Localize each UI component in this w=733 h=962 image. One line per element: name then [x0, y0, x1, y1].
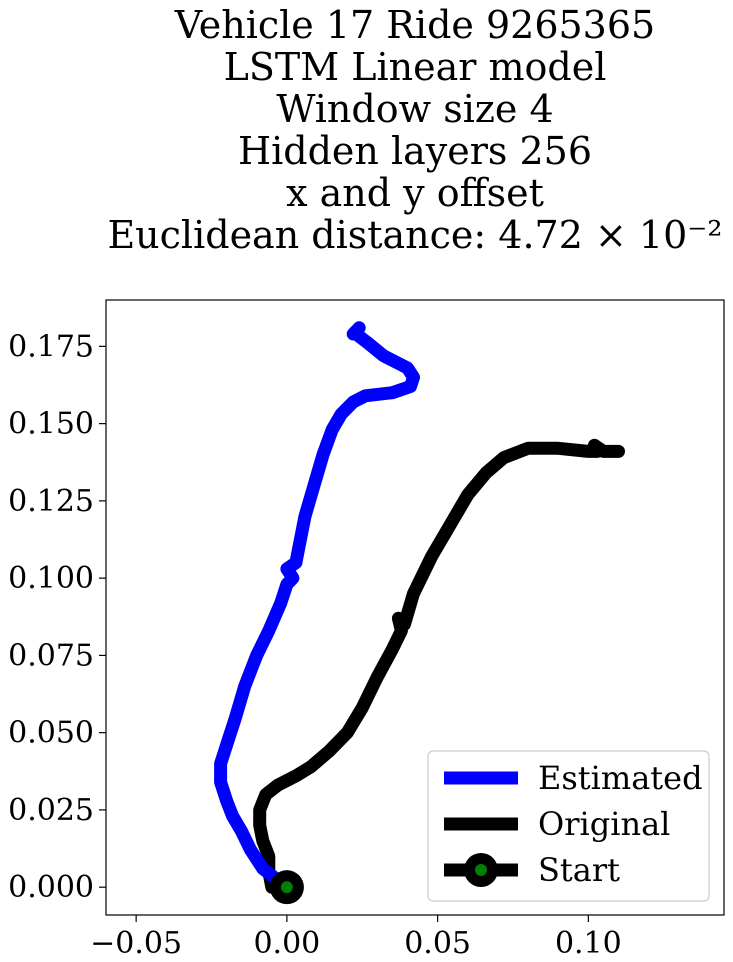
legend-label-original: Original [538, 805, 670, 843]
y-tick-label: 0.000 [8, 870, 94, 905]
x-tick-label: −0.05 [90, 926, 182, 961]
x-tick-label: 0.10 [555, 926, 622, 961]
y-tick-label: 0.050 [8, 716, 94, 751]
y-tick-label: 0.100 [8, 561, 94, 596]
y-tick-label: 0.150 [8, 407, 94, 442]
series-line-estimated [214, 321, 420, 894]
series-line-original [253, 438, 625, 894]
x-tick-label: 0.00 [253, 926, 320, 961]
title-line: Vehicle 17 Ride 9265365 [174, 3, 655, 47]
y-tick-label: 0.075 [8, 638, 94, 673]
legend-start-inner [475, 864, 487, 876]
title-line: Hidden layers 256 [238, 129, 592, 173]
title-line: LSTM Linear model [224, 45, 607, 89]
title-line: Window size 4 [276, 87, 553, 131]
title-line: Euclidean distance: 4.72 × 10⁻² [107, 213, 722, 257]
y-tick-label: 0.125 [8, 484, 94, 519]
start-marker-inner [280, 881, 293, 894]
legend: Estimated Original Start [427, 750, 710, 902]
plot-marks [214, 321, 625, 905]
plot-frame [105, 299, 725, 916]
y-axis: 0.000 0.025 0.050 0.075 0.100 0.125 0.150 0.175 [8, 329, 106, 905]
x-axis: −0.05 0.00 0.05 0.10 [90, 915, 622, 961]
legend-label-start: Start [538, 851, 620, 889]
y-tick-label: 0.175 [8, 329, 94, 364]
legend-label-estimated: Estimated [538, 759, 703, 797]
title-line: x and y offset [286, 171, 544, 215]
y-tick-label: 0.025 [8, 793, 94, 828]
x-tick-label: 0.05 [404, 926, 471, 961]
